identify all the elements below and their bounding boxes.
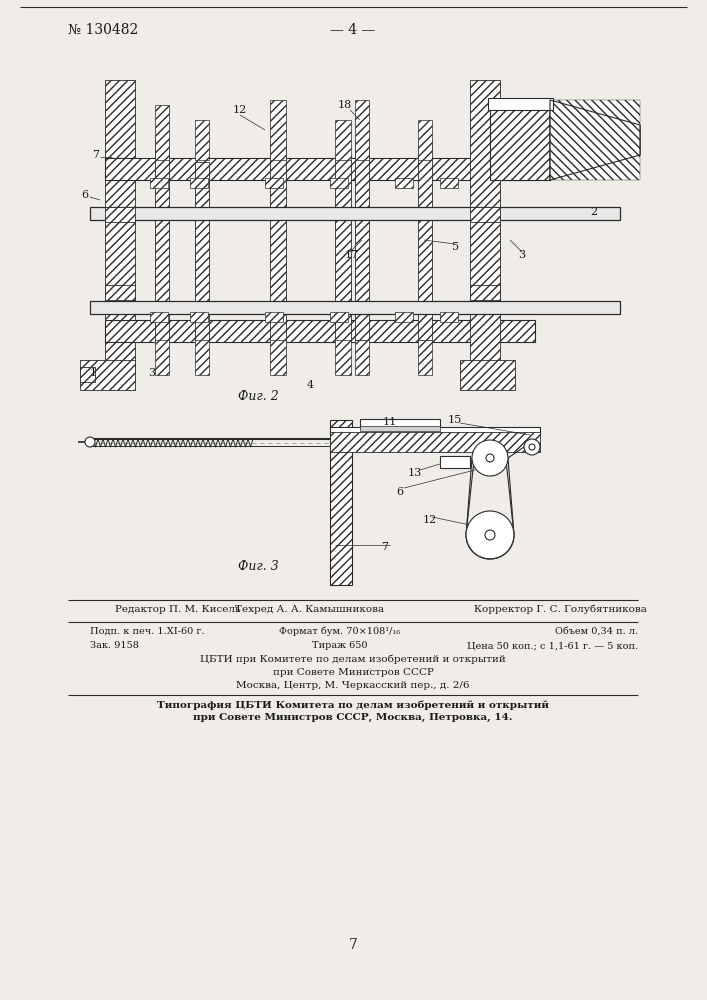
Bar	[190, 178, 208, 188]
Bar	[105, 285, 135, 300]
Text: 17: 17	[345, 250, 359, 260]
Bar	[90, 207, 620, 220]
Text: Фиг. 2: Фиг. 2	[238, 390, 279, 403]
Text: Формат бум. 70×108¹/₁₆: Формат бум. 70×108¹/₁₆	[279, 627, 401, 637]
Bar	[330, 432, 540, 452]
Text: при Совете Министров СССР, Москва, Петровка, 14.: при Совете Министров СССР, Москва, Петро…	[193, 713, 513, 722]
Polygon shape	[550, 100, 640, 180]
Bar	[550, 100, 640, 180]
Text: Москва, Центр, М. Черкасский пер., д. 2/6: Москва, Центр, М. Черкасский пер., д. 2/…	[236, 681, 469, 690]
Circle shape	[472, 440, 508, 476]
Text: Подп. к печ. 1.ХІ-60 г.: Подп. к печ. 1.ХІ-60 г.	[90, 627, 204, 636]
Bar	[440, 312, 458, 322]
Bar	[90, 301, 620, 314]
Circle shape	[85, 437, 95, 447]
Bar	[190, 312, 208, 322]
Circle shape	[529, 444, 535, 450]
Text: № 130482: № 130482	[68, 23, 139, 37]
Bar	[270, 340, 286, 375]
Bar	[105, 320, 535, 342]
Circle shape	[485, 530, 495, 540]
Text: 6: 6	[397, 487, 404, 497]
Text: 15: 15	[448, 415, 462, 425]
Text: 12: 12	[423, 515, 437, 525]
Text: — 4 —: — 4 —	[330, 23, 375, 37]
Text: Техред А. А. Камышникова: Техред А. А. Камышникова	[235, 605, 385, 614]
Bar	[330, 312, 348, 322]
Text: 5: 5	[452, 242, 459, 252]
Bar	[330, 178, 348, 188]
Text: 4: 4	[306, 380, 314, 390]
Bar	[155, 105, 169, 160]
Bar	[418, 120, 432, 160]
Text: 7: 7	[349, 938, 358, 952]
Bar	[440, 456, 470, 468]
Text: 3: 3	[518, 250, 525, 260]
Bar	[470, 80, 500, 370]
Bar	[265, 178, 283, 188]
Bar	[395, 178, 413, 188]
Text: 2: 2	[590, 207, 597, 217]
Text: 11: 11	[383, 417, 397, 427]
Text: 3: 3	[148, 368, 156, 378]
Bar	[155, 137, 169, 342]
Bar	[490, 100, 550, 180]
Bar	[150, 178, 168, 188]
Bar	[418, 140, 432, 340]
Circle shape	[486, 454, 494, 462]
Bar	[355, 140, 369, 340]
Bar	[150, 312, 168, 322]
Text: 13: 13	[408, 468, 422, 478]
Bar	[330, 420, 352, 585]
Bar	[195, 162, 209, 342]
Bar	[335, 120, 351, 160]
Text: 7: 7	[382, 542, 389, 552]
Bar	[330, 427, 540, 435]
Bar	[360, 419, 440, 427]
Text: Объем 0,34 п. л.: Объем 0,34 п. л.	[555, 627, 638, 636]
Bar	[360, 426, 440, 431]
Bar	[270, 142, 286, 342]
Text: 1: 1	[90, 368, 97, 378]
Bar	[355, 340, 369, 375]
Bar	[460, 360, 515, 390]
Text: ЦБТИ при Комитете по делам изобретений и открытий: ЦБТИ при Комитете по делам изобретений и…	[200, 655, 506, 664]
Bar	[335, 340, 351, 375]
Bar	[265, 312, 283, 322]
Bar	[355, 100, 369, 160]
Bar	[195, 120, 209, 160]
Bar	[80, 360, 135, 390]
Bar	[105, 158, 535, 180]
Bar	[270, 100, 286, 160]
Bar	[195, 340, 209, 375]
Bar	[418, 340, 432, 375]
Bar	[105, 207, 135, 222]
Text: 7: 7	[92, 150, 99, 160]
Text: Корректор Г. С. Голубятникова: Корректор Г. С. Голубятникова	[474, 605, 646, 614]
Bar	[470, 207, 500, 222]
Circle shape	[466, 511, 514, 559]
Text: 12: 12	[233, 105, 247, 115]
Text: 18: 18	[338, 100, 352, 110]
Text: Зак. 9158: Зак. 9158	[90, 641, 139, 650]
Bar	[440, 178, 458, 188]
Bar	[105, 80, 135, 370]
Bar	[335, 157, 351, 342]
Bar	[80, 367, 95, 382]
Text: 6: 6	[81, 190, 88, 200]
Text: Редактор П. М. Кисель: Редактор П. М. Кисель	[115, 605, 240, 614]
Bar	[155, 340, 169, 375]
Bar	[395, 312, 413, 322]
Text: Цена 50 коп.; с 1,1-61 г. — 5 коп.: Цена 50 коп.; с 1,1-61 г. — 5 коп.	[467, 641, 638, 650]
Text: Тираж 650: Тираж 650	[312, 641, 368, 650]
Bar	[470, 285, 500, 300]
Circle shape	[524, 439, 540, 455]
Text: Типография ЦБТИ Комитета по делам изобретений и открытий: Типография ЦБТИ Комитета по делам изобре…	[157, 700, 549, 710]
Text: при Совете Министров СССР: при Совете Министров СССР	[273, 668, 433, 677]
Bar	[488, 98, 553, 110]
Text: Фиг. 3: Фиг. 3	[238, 560, 279, 573]
